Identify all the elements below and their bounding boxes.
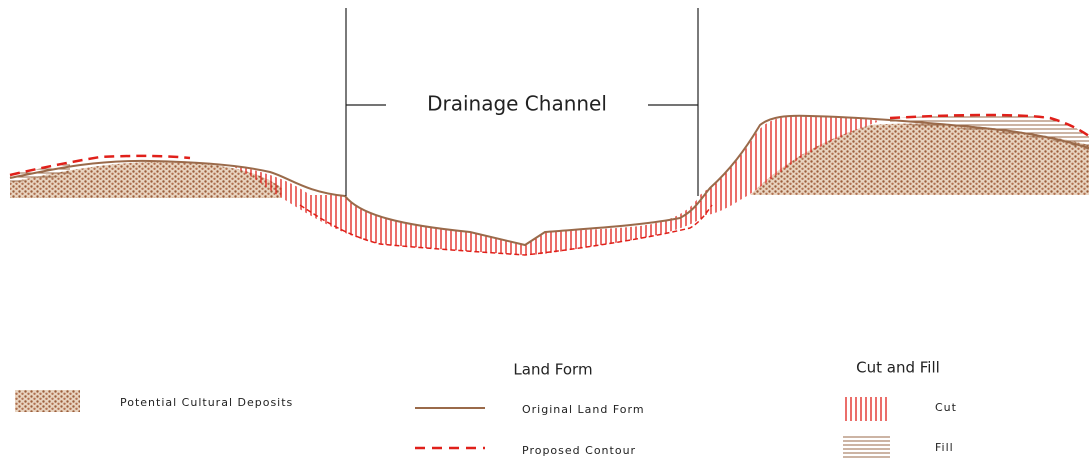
channel-label: Drainage Channel	[427, 92, 607, 116]
cut-label: Cut	[935, 401, 957, 414]
proposed-contour-right	[889, 113, 1089, 138]
deposits-label: Potential Cultural Deposits	[120, 396, 293, 409]
proposed-contour	[9, 154, 191, 177]
deposits-left	[10, 161, 282, 198]
land-form-title: Land Form	[513, 361, 592, 379]
fill-label: Fill	[935, 441, 954, 454]
fill-swatch	[843, 436, 890, 460]
proposed-label: Proposed Contour	[522, 444, 636, 457]
cut-swatch	[843, 397, 890, 421]
original-land-form	[9, 114, 1089, 247]
original-label: Original Land Form	[522, 403, 645, 416]
cut-left-channel	[230, 165, 705, 255]
deposits-right	[750, 123, 1089, 195]
proposed-contour-channel	[299, 204, 713, 256]
cut-right	[700, 116, 880, 215]
cut-fill-title: Cut and Fill	[856, 359, 940, 377]
deposits-swatch	[15, 390, 80, 412]
